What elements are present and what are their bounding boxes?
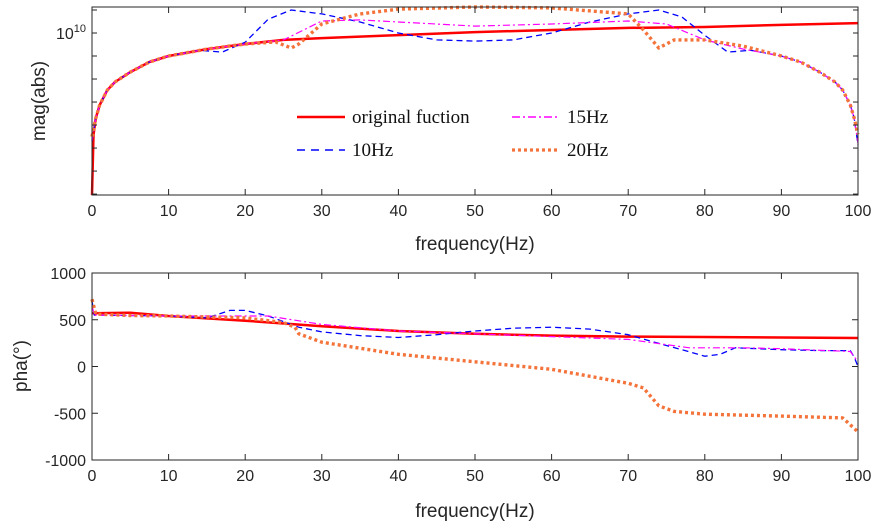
x-tick-label: 40: [390, 468, 408, 485]
phase-plot: 0 10 20 30 40 50 60 70 80 90 100 1000 500 0 -500 -1000: [45, 266, 871, 485]
legend-label-15hz: 15Hz: [567, 107, 608, 128]
series-line-15hz: [91, 19, 859, 144]
x-tick-label: 80: [696, 468, 714, 485]
x-tick-label: 40: [390, 203, 408, 220]
y-tick-label: 500: [59, 313, 86, 330]
magnitude-plot: 0 10 20 30 40 50 60 70 80 90 100 1010: [56, 5, 872, 220]
legend-label-20hz: 20Hz: [567, 140, 608, 161]
x-tick-label: 70: [619, 468, 637, 485]
top-xlabel: frequency(Hz): [415, 234, 534, 255]
x-tick-label: 100: [845, 203, 872, 220]
x-tick-label: 20: [236, 468, 254, 485]
top-ylabel: mag(abs): [29, 61, 50, 141]
x-tick-label: 30: [313, 203, 331, 220]
x-tick-label: 30: [313, 468, 331, 485]
series-line-15hz: [91, 305, 859, 363]
legend: original fuction 10Hz 15Hz 20Hz: [297, 107, 608, 161]
y-tick-label: -500: [54, 406, 86, 423]
x-tick-label: 100: [845, 468, 872, 485]
x-tick-label: 90: [773, 468, 791, 485]
y-tick-label: 1010: [56, 23, 86, 43]
legend-label-original: original fuction: [352, 107, 470, 128]
x-tick-label: 20: [236, 203, 254, 220]
x-tick-label: 90: [773, 203, 791, 220]
series-line-10hz: [91, 9, 859, 146]
x-tick-label: 60: [543, 468, 561, 485]
axes-frame: [91, 6, 859, 196]
axes-frame: [91, 272, 859, 461]
x-tick-label: 50: [466, 203, 484, 220]
x-tick-label: 80: [696, 203, 714, 220]
bottom-xlabel: frequency(Hz): [415, 501, 534, 522]
y-tick-label: -1000: [45, 453, 86, 470]
x-tick-label: 70: [619, 203, 637, 220]
y-tick-label: 0: [77, 360, 86, 377]
x-tick-label: 0: [88, 468, 97, 485]
x-tick-label: 50: [466, 468, 484, 485]
y-tick-label: 1000: [50, 266, 86, 283]
x-tick-label: 0: [88, 203, 97, 220]
x-tick-label: 10: [160, 203, 178, 220]
legend-label-10hz: 10Hz: [352, 140, 393, 161]
series-line-20hz: [90, 298, 860, 434]
x-tick-label: 10: [160, 468, 178, 485]
bottom-ylabel: pha(°): [11, 340, 32, 392]
x-tick-label: 60: [543, 203, 561, 220]
